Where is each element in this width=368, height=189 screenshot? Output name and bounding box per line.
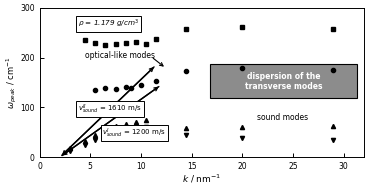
Y-axis label: $\omega_{peak}$ / cm$^{-1}$: $\omega_{peak}$ / cm$^{-1}$ — [4, 56, 19, 109]
Text: $\rho$ = 1.179 g/cm$^3$: $\rho$ = 1.179 g/cm$^3$ — [78, 18, 139, 30]
FancyBboxPatch shape — [210, 64, 357, 98]
Text: $v^{II}_{sound}$ = 1610 m/s: $v^{II}_{sound}$ = 1610 m/s — [78, 102, 142, 116]
Text: $v^{I}_{sound}$ = 1200 m/s: $v^{I}_{sound}$ = 1200 m/s — [102, 126, 166, 140]
Text: optical-like modes: optical-like modes — [85, 51, 155, 60]
X-axis label: $k$ / nm$^{-1}$: $k$ / nm$^{-1}$ — [182, 172, 221, 185]
Text: sound modes: sound modes — [257, 113, 308, 122]
Text: dispersion of the
transverse modes: dispersion of the transverse modes — [244, 72, 322, 91]
